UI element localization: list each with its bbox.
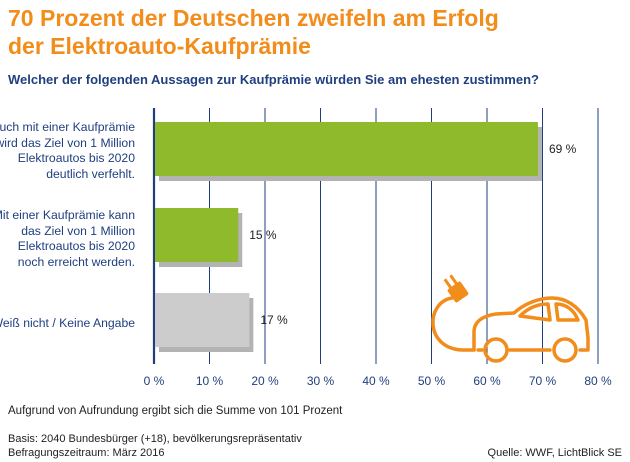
category-label-2-line-3: Elektroautos bis 2020 [17, 239, 135, 253]
title-line-1: 70 Prozent der Deutschen zweifeln am Erf… [8, 5, 499, 31]
value-labels: 69 % 15 % 17 % [249, 142, 576, 327]
x-tick-label-50: 50 % [418, 374, 446, 388]
value-label-1: 69 % [549, 142, 577, 156]
category-label-2-line-2: das Ziel von 1 Million [21, 223, 135, 238]
category-label-1-line-4: deutlich verfehlt. [46, 166, 135, 181]
title-line-2: der Elektroauto-Kaufprämie [8, 33, 311, 59]
x-axis-ticks: 0 % 10 % 20 % 30 % 40 % 50 % 60 % 70 % 80 % [144, 374, 612, 388]
bar-2 [155, 208, 239, 262]
source-credit: Quelle: WWF, LichtBlick SE [487, 447, 622, 459]
value-label-3: 17 % [260, 313, 288, 327]
chart-title: 70 Prozent der Deutschen zweifeln am Erf… [8, 4, 608, 60]
bar-1 [155, 122, 538, 176]
category-label-1-line-2: wird das Ziel von 1 Million [0, 135, 135, 150]
electric-car-plug-icon [431, 274, 590, 363]
basis-line: Basis: 2040 Bundesbürger (+18), bevölker… [8, 433, 302, 445]
category-label-1: Auch mit einer Kaufprämie wird das Ziel … [0, 120, 135, 182]
category-label-2-line-4: noch erreicht werden. [17, 254, 135, 269]
x-tick-label-70: 70 % [529, 374, 557, 388]
x-tick-label-0: 0 % [144, 374, 165, 388]
category-label-1-line-3: Elektroautos bis 2020 [17, 151, 135, 165]
x-tick-label-60: 60 % [473, 374, 501, 388]
x-tick-label-20: 20 % [251, 374, 279, 388]
bars [155, 122, 542, 352]
category-label-3-line-1: Weiß nicht / Keine Angabe [0, 316, 135, 330]
x-tick-label-80: 80 % [584, 374, 612, 388]
x-tick-label-10: 10 % [196, 374, 224, 388]
category-label-3: Weiß nicht / Keine Angabe [0, 316, 135, 332]
category-label-2-line-1: Mit einer Kaufprämie kann [0, 208, 135, 222]
period-line: Befragungszeitraum: März 2016 [8, 447, 165, 459]
footnote: Aufgrund von Aufrundung ergibt sich die … [8, 405, 343, 417]
category-label-2: Mit einer Kaufprämie kann das Ziel von 1… [0, 208, 135, 270]
category-label-1-line-1: Auch mit einer Kaufprämie [0, 120, 135, 134]
value-label-2: 15 % [249, 228, 277, 242]
x-tick-label-30: 30 % [307, 374, 335, 388]
survey-basis: Basis: 2040 Bundesbürger (+18), bevölker… [8, 432, 302, 460]
x-tick-label-40: 40 % [362, 374, 390, 388]
bar-3 [155, 293, 250, 347]
chart-subtitle-question: Welcher der folgenden Aussagen zur Kaufp… [8, 72, 539, 87]
